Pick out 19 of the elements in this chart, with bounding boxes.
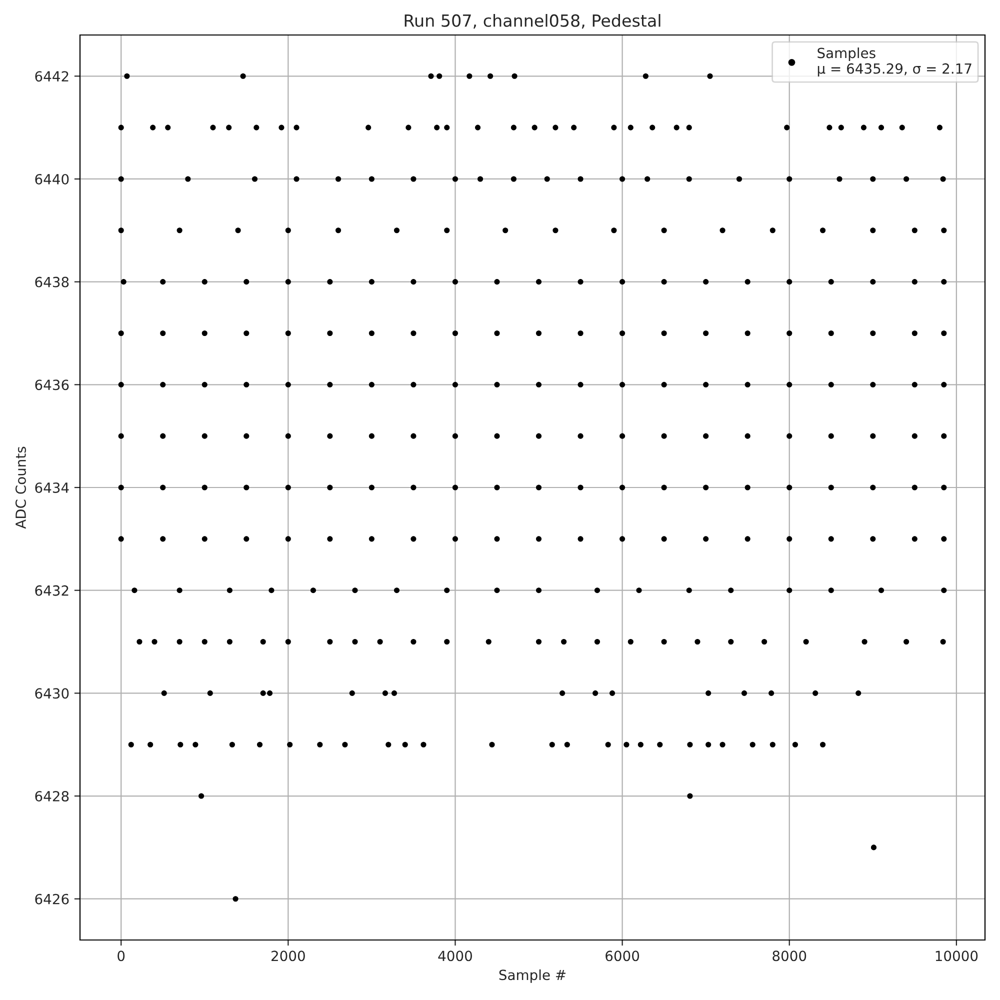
x-tick-label: 2000 <box>272 950 305 962</box>
y-tick-label: 6426 <box>35 894 69 904</box>
y-tick-label: 6440 <box>35 174 69 184</box>
y-tick-label: 6436 <box>35 380 69 390</box>
y-tick-label: 6434 <box>35 482 69 493</box>
y-tick-label: 6428 <box>35 790 69 802</box>
y-tick-label: 6432 <box>35 585 68 596</box>
y-tick-label: 6430 <box>35 688 69 699</box>
x-tick-label: 10000 <box>936 950 978 962</box>
x-tick-label: 6000 <box>606 950 640 962</box>
x-axis-title: Sample # <box>499 969 566 983</box>
x-tick-label: 0 <box>118 950 125 962</box>
legend-label: Samples μ = 6435.29, σ = 2.17 <box>818 48 972 76</box>
y-tick-label: 6442 <box>35 71 68 82</box>
x-tick-label: 8000 <box>772 950 806 962</box>
chart-title: Run 507, channel058, Pedestal <box>404 14 660 29</box>
y-tick-label: 6438 <box>35 276 69 288</box>
y-axis-title: ADC Counts <box>15 446 26 529</box>
x-tick-label: 4000 <box>438 950 472 962</box>
